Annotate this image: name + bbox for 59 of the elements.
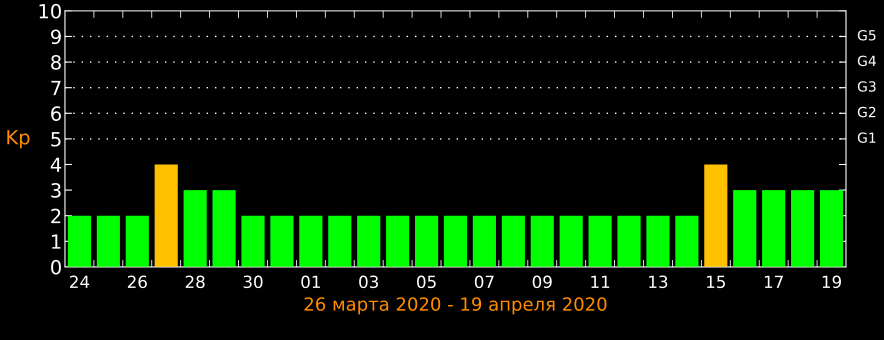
bar <box>502 216 525 267</box>
y-tick-label: 8 <box>51 55 61 70</box>
x-tick-label: 15 <box>707 276 725 288</box>
bar <box>126 216 149 267</box>
bar <box>791 190 814 267</box>
bar <box>762 190 786 267</box>
bar <box>386 216 410 267</box>
x-tick-label: 30 <box>244 276 262 288</box>
y-tick-label: 6 <box>51 106 61 121</box>
y-tick-label: 4 <box>50 158 62 172</box>
y-tick-label: 7 <box>51 80 61 96</box>
ref-line-label: G2 <box>858 106 876 118</box>
bar <box>733 190 756 267</box>
ref-line-label: G5 <box>858 30 876 41</box>
bar <box>646 216 670 267</box>
bar <box>184 190 207 267</box>
x-tick-label: 13 <box>649 276 668 288</box>
bar <box>241 216 265 267</box>
x-tick-label: 28 <box>186 276 205 288</box>
y-tick-label: 10 <box>40 4 61 19</box>
bar <box>414 216 438 267</box>
bar <box>560 216 583 267</box>
bar <box>472 216 496 267</box>
y-tick-label: 2 <box>51 208 60 224</box>
bar <box>675 216 698 267</box>
bar <box>154 164 178 267</box>
bar <box>357 216 380 267</box>
bar <box>704 164 728 267</box>
y-tick-label: 0 <box>51 260 61 275</box>
bar <box>299 216 322 267</box>
x-tick-label: 01 <box>301 276 320 288</box>
x-tick-label: 07 <box>474 276 494 288</box>
ref-line-label: G4 <box>858 56 876 66</box>
bar <box>588 216 612 267</box>
y-tick-label: 5 <box>51 132 60 147</box>
bar <box>328 216 352 267</box>
x-tick-label: 09 <box>532 276 552 288</box>
bar <box>617 216 641 267</box>
ref-line-label: G3 <box>858 81 876 92</box>
x-tick-label: 24 <box>70 276 90 288</box>
bar <box>820 190 844 267</box>
y-tick-label: 1 <box>52 234 60 249</box>
x-tick-label: 11 <box>591 276 610 288</box>
bar <box>96 216 120 267</box>
bar <box>212 190 236 267</box>
y-tick-label: 9 <box>51 29 61 44</box>
bar <box>530 216 554 267</box>
ref-line-label: G1 <box>858 132 876 143</box>
y-axis-title: Kp <box>7 130 30 148</box>
bar <box>270 216 294 267</box>
x-axis-title: 26 марта 2020 - 19 апреля 2020 <box>304 297 606 314</box>
x-tick-label: 03 <box>359 276 378 288</box>
x-tick-label: 17 <box>764 276 783 288</box>
bar <box>444 216 468 267</box>
x-tick-label: 26 <box>128 276 147 288</box>
x-tick-label: 19 <box>822 276 841 288</box>
x-tick-label: 05 <box>417 276 436 288</box>
y-tick-label: 3 <box>51 183 61 198</box>
bar <box>68 216 92 267</box>
